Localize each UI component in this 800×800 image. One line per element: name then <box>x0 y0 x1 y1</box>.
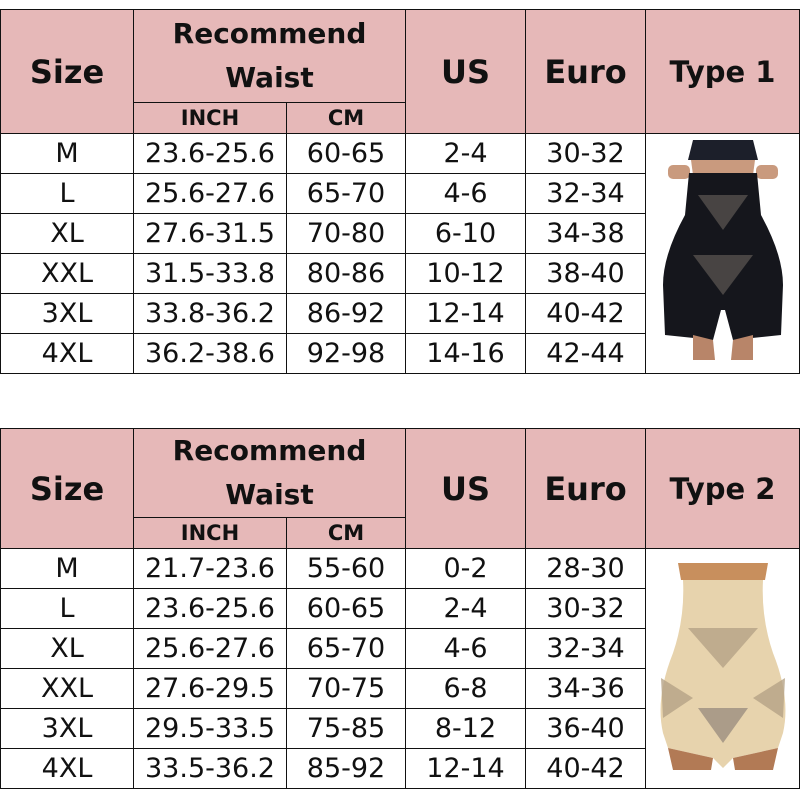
cell: 12-14 <box>405 293 527 334</box>
us-header: US <box>405 9 527 134</box>
cell: 60-65 <box>285 588 407 629</box>
cell: 65-70 <box>285 628 407 669</box>
waist-label: Waist <box>225 61 314 94</box>
cell: 36-40 <box>525 708 647 749</box>
cell: 40-42 <box>525 293 647 334</box>
recommend-waist-header: Recommend Waist <box>132 428 407 518</box>
type-header: Type 2 <box>645 428 800 549</box>
cell: 32-34 <box>525 173 647 214</box>
cell: 21.7-23.6 <box>133 548 287 589</box>
cell: XXL <box>0 668 134 709</box>
cell: 3XL <box>0 293 134 334</box>
cell: XL <box>0 213 134 254</box>
inch-header: INCH <box>133 102 287 134</box>
table-row: L 25.6-27.6 65-70 4-6 32-34 <box>0 173 800 214</box>
cell: 34-36 <box>525 668 647 709</box>
cell: XXL <box>0 253 134 294</box>
euro-header: Euro <box>525 428 647 549</box>
cell: 3XL <box>0 708 134 749</box>
waist-label: Waist <box>225 478 314 511</box>
cell: 31.5-33.8 <box>133 253 287 294</box>
table-row: 3XL 29.5-33.5 75-85 8-12 36-40 <box>0 708 800 749</box>
table-row: M 23.6-25.6 60-65 2-4 30-32 <box>0 133 800 374</box>
cell: 65-70 <box>285 173 407 214</box>
cell: 29.5-33.5 <box>133 708 287 749</box>
cell: 14-16 <box>405 333 527 374</box>
black-shapewear-image <box>662 140 783 360</box>
cell: XL <box>0 628 134 669</box>
cell: 30-32 <box>525 133 647 174</box>
cell: 85-92 <box>285 748 407 789</box>
size-chart-table-2: Size Recommend Waist US Euro Type 2 INCH CM M 21.… <box>0 428 800 789</box>
cell: 34-38 <box>525 213 647 254</box>
table-row: 4XL 36.2-38.6 92-98 14-16 42-44 <box>0 333 800 374</box>
cell: 80-86 <box>285 253 407 294</box>
cell: M <box>0 548 134 589</box>
cell: 28-30 <box>525 548 647 589</box>
cm-header: CM <box>285 102 407 134</box>
cell: 2-4 <box>405 588 527 629</box>
cell: 6-8 <box>405 668 527 709</box>
table-row: XL 27.6-31.5 70-80 6-10 34-38 <box>0 213 800 254</box>
cell: 12-14 <box>405 748 527 789</box>
cell: 23.6-25.6 <box>133 133 287 174</box>
cm-header: CM <box>285 517 407 549</box>
type-header: Type 1 <box>645 9 800 134</box>
cell: 40-42 <box>525 748 647 789</box>
cell: 33.8-36.2 <box>133 293 287 334</box>
cell: 27.6-31.5 <box>133 213 287 254</box>
cell: 10-12 <box>405 253 527 294</box>
table-row: M 21.7-23.6 55-60 0-2 28-30 <box>0 548 800 789</box>
cell: 6-10 <box>405 213 527 254</box>
cell: 55-60 <box>285 548 407 589</box>
table-row: 3XL 33.8-36.2 86-92 12-14 40-42 <box>0 293 800 334</box>
cell: 23.6-25.6 <box>133 588 287 629</box>
cell: 4XL <box>0 748 134 789</box>
cell: 4-6 <box>405 628 527 669</box>
table-row: 4XL 33.5-36.2 85-92 12-14 40-42 <box>0 748 800 789</box>
cell: 32-34 <box>525 628 647 669</box>
euro-header: Euro <box>525 9 647 134</box>
cell: 75-85 <box>285 708 407 749</box>
product-image-cell <box>645 548 800 789</box>
recommend-label: Recommend <box>172 17 367 50</box>
cell: 0-2 <box>405 548 527 589</box>
cell: 60-65 <box>285 133 407 174</box>
cell: 4-6 <box>405 173 527 214</box>
table-row: XL 25.6-27.6 65-70 4-6 32-34 <box>0 628 800 669</box>
cell: 25.6-27.6 <box>133 628 287 669</box>
us-header: US <box>405 428 527 549</box>
cell: 70-80 <box>285 213 407 254</box>
product-image-cell <box>645 133 800 374</box>
recommend-waist-header: Recommend Waist <box>132 9 407 103</box>
beige-shapewear-image <box>660 562 785 770</box>
cell: L <box>0 588 134 629</box>
cell: 86-92 <box>285 293 407 334</box>
cell: 36.2-38.6 <box>133 333 287 374</box>
recommend-label: Recommend <box>172 434 367 467</box>
table-row: L 23.6-25.6 60-65 2-4 30-32 <box>0 588 800 629</box>
cell: 4XL <box>0 333 134 374</box>
cell: 27.6-29.5 <box>133 668 287 709</box>
cell: L <box>0 173 134 214</box>
cell: M <box>0 133 134 174</box>
cell: 33.5-36.2 <box>133 748 287 789</box>
inch-header: INCH <box>133 517 287 549</box>
cell: 2-4 <box>405 133 527 174</box>
cell: 42-44 <box>525 333 647 374</box>
cell: 70-75 <box>285 668 407 709</box>
size-header: Size <box>0 428 134 549</box>
size-chart-table-1: Size Recommend Waist US Euro Type 1 INCH CM M 23.… <box>0 9 800 374</box>
cell: 92-98 <box>285 333 407 374</box>
size-header: Size <box>0 9 134 134</box>
table-row: XXL 27.6-29.5 70-75 6-8 34-36 <box>0 668 800 709</box>
cell: 8-12 <box>405 708 527 749</box>
cell: 25.6-27.6 <box>133 173 287 214</box>
cell: 38-40 <box>525 253 647 294</box>
cell: 30-32 <box>525 588 647 629</box>
